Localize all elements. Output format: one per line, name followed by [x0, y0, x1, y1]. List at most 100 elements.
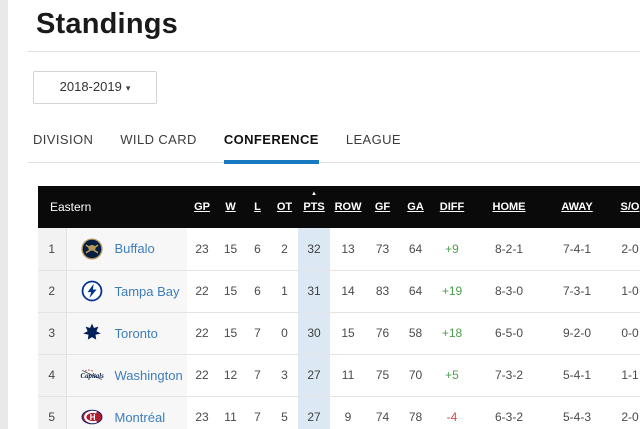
conference-header: Eastern: [50, 200, 92, 214]
column-header-pts[interactable]: ▲ PTS: [298, 186, 330, 228]
gp-cell: 22: [195, 368, 209, 382]
team-cell: H Montréal: [66, 396, 188, 429]
away-cell: 5-4-1: [563, 368, 592, 382]
row-cell: 15: [341, 326, 355, 340]
so-cell: 1-1: [621, 368, 639, 382]
rank-cell: 3: [38, 312, 67, 354]
toronto-logo-icon: [79, 322, 105, 344]
season-dropdown-value: 2018-2019: [59, 79, 122, 94]
rank-cell: 5: [38, 396, 67, 429]
away-cell: 7-4-1: [563, 241, 592, 256]
row-cell: 13: [341, 241, 355, 256]
column-header-ga[interactable]: GA: [407, 201, 424, 213]
l-cell: 7: [254, 326, 261, 340]
home-cell: 8-2-1: [495, 241, 524, 256]
tab-wild-card[interactable]: WILD CARD: [120, 132, 197, 147]
tampabay-logo-icon: [79, 280, 105, 302]
away-cell: 7-3-1: [563, 284, 592, 298]
w-cell: 11: [224, 410, 237, 424]
ga-cell: 70: [408, 368, 423, 382]
tab-conference[interactable]: CONFERENCE: [223, 132, 319, 164]
ot-cell: 5: [281, 410, 288, 424]
home-cell: 6-5-0: [495, 326, 524, 340]
l-cell: 7: [254, 410, 261, 424]
diff-cell: -4: [446, 410, 458, 424]
season-dropdown[interactable]: 2018-2019 ▾: [33, 71, 157, 104]
team-link[interactable]: Montréal: [114, 409, 166, 425]
diff-cell: +5: [445, 368, 459, 382]
w-cell: 15: [223, 326, 238, 340]
home-cell: 8-3-0: [495, 284, 524, 298]
away-cell: 9-2-0: [563, 326, 592, 340]
buffalo-logo-icon: [79, 238, 105, 260]
gp-cell: 22: [195, 326, 209, 340]
tab-division[interactable]: DIVISION: [33, 132, 94, 147]
team-link[interactable]: Buffalo: [114, 241, 155, 257]
team-cell: Buffalo: [66, 228, 188, 270]
column-header-ot[interactable]: OT: [276, 201, 293, 213]
so-cell: 1-0: [621, 284, 639, 298]
montreal-logo-icon: H: [79, 406, 105, 428]
column-header-l[interactable]: L: [254, 201, 261, 213]
ot-cell: 3: [281, 368, 288, 382]
l-cell: 6: [254, 284, 261, 298]
row-cell: 11: [341, 368, 355, 382]
team-link[interactable]: Tampa Bay: [114, 283, 180, 299]
gf-cell: 73: [375, 241, 390, 256]
pts-cell: 31: [298, 270, 331, 312]
rank-cell: 4: [38, 354, 67, 396]
column-header-so[interactable]: S/O: [620, 201, 640, 213]
w-cell: 15: [223, 241, 238, 256]
page-title: Standings: [36, 8, 178, 40]
table-row: 3 Toronto 22 15 7 0 30 15 76 58 +: [38, 312, 640, 354]
ot-cell: 0: [281, 326, 288, 340]
column-header-diff[interactable]: DIFF: [439, 201, 465, 213]
svg-text:Capitals: Capitals: [80, 373, 104, 380]
table-header-row: Eastern GP W L OT ▲ PTS ROW GF GA DIFF HO…: [38, 186, 640, 228]
so-cell: 2-0: [621, 241, 639, 256]
ga-cell: 78: [408, 410, 423, 424]
gp-cell: 23: [195, 410, 209, 424]
so-cell: 0-0: [621, 326, 639, 340]
rank-cell: 1: [38, 228, 67, 270]
gp-cell: 22: [195, 284, 209, 298]
page-edge-strip: [0, 0, 8, 429]
so-cell: 2-0: [621, 410, 639, 424]
standings-tabs: DIVISION WILD CARD CONFERENCE LEAGUE: [28, 132, 640, 164]
table-row: 4 Capitals Washington 22 12 7 3 27 11 75…: [38, 354, 640, 396]
row-cell: 14: [341, 284, 355, 298]
team-link[interactable]: Toronto: [114, 325, 158, 341]
gf-cell: 74: [375, 410, 390, 424]
column-header-gp[interactable]: GP: [194, 201, 210, 213]
tab-league[interactable]: LEAGUE: [345, 132, 401, 147]
column-header-w[interactable]: W: [225, 201, 236, 213]
column-header-row[interactable]: ROW: [334, 201, 362, 213]
pts-cell: 30: [298, 312, 331, 354]
column-header-away[interactable]: AWAY: [561, 201, 593, 213]
table-row: 1 Buffalo 23 15 6 2 32 13 73 64 +: [38, 228, 640, 270]
diff-cell: +9: [445, 241, 459, 256]
diff-cell: +19: [441, 284, 463, 298]
w-cell: 15: [223, 284, 238, 298]
washington-logo-icon: Capitals: [79, 364, 105, 386]
chevron-down-icon: ▾: [125, 83, 131, 93]
standings-page: Standings 2018-2019 ▾ DIVISION WILD CARD …: [28, 0, 640, 429]
team-link[interactable]: Washington: [114, 367, 183, 383]
column-header-gf[interactable]: GF: [374, 201, 391, 213]
standings-table-wrap: Eastern GP W L OT ▲ PTS ROW GF GA DIFF HO…: [38, 186, 640, 429]
gf-cell: 75: [375, 368, 390, 382]
gf-cell: 76: [375, 326, 390, 340]
ga-cell: 58: [408, 326, 423, 340]
gp-cell: 23: [195, 241, 209, 256]
home-cell: 6-3-2: [495, 410, 524, 424]
column-header-home[interactable]: HOME: [492, 201, 526, 213]
pts-cell: 27: [298, 396, 331, 429]
svg-text:H: H: [89, 413, 95, 422]
table-body: 1 Buffalo 23 15 6 2 32 13 73 64 +: [38, 228, 640, 429]
team-cell: Toronto: [66, 312, 188, 354]
w-cell: 12: [223, 368, 238, 382]
ot-cell: 1: [281, 284, 288, 298]
l-cell: 7: [254, 368, 261, 382]
diff-cell: +18: [441, 326, 463, 340]
ga-cell: 64: [408, 241, 423, 256]
